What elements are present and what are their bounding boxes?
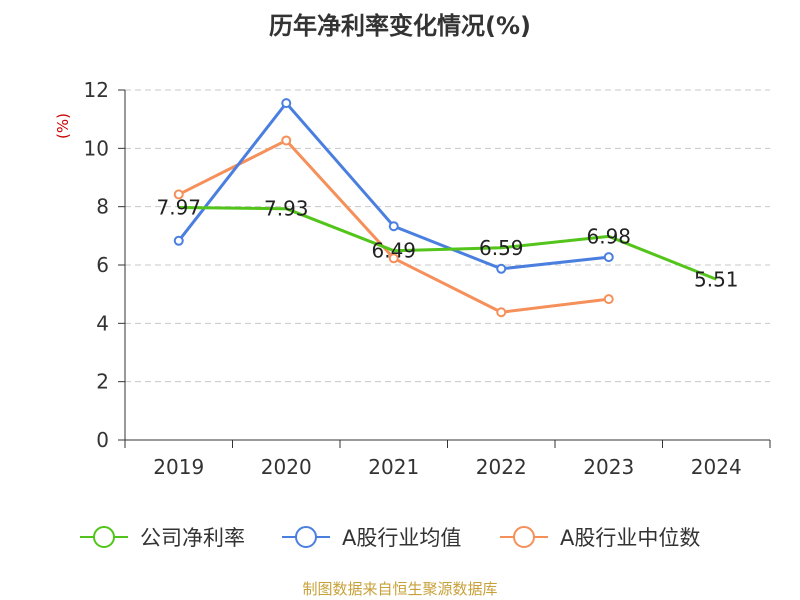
source-note: 制图数据来自恒生聚源数据库 [302,580,497,598]
legend-marker-icon [295,526,317,548]
y-tick-label: 4 [96,311,109,335]
legend-item[interactable]: A股行业均值 [282,526,461,550]
data-point [281,135,292,146]
data-point [603,294,614,305]
legend-marker-icon [513,526,535,548]
data-point [603,252,614,263]
data-label: 6.98 [586,224,631,248]
data-label: 5.51 [694,267,739,291]
series-line [178,206,717,281]
series-industry-median [173,135,614,318]
x-tick-label: 2020 [261,455,312,479]
y-tick-label: 10 [84,136,109,160]
x-tick-label: 2019 [153,455,204,479]
x-tick-label: 2024 [691,455,742,479]
series-lines [173,98,717,318]
legend-label: A股行业中位数 [560,526,700,550]
legend-marker-icon [93,526,115,548]
data-point [496,263,507,274]
y-tick-label: 12 [84,78,109,102]
chart-title: 历年净利率变化情况(%) [269,12,531,40]
data-point [173,189,184,200]
x-tick-label: 2023 [583,455,634,479]
gridlines [125,89,770,383]
data-label: 6.49 [371,239,416,263]
series-company-net-margin [178,206,717,281]
y-axis-unit: (%) [54,113,72,139]
data-label: 7.93 [264,197,309,221]
y-tick-label: 8 [96,195,109,219]
data-label: 6.59 [479,236,524,260]
x-tick-label: 2021 [368,455,419,479]
data-point [496,307,507,318]
data-point [173,235,184,246]
y-tick-label: 0 [96,428,109,452]
data-point [388,221,399,232]
legend-label: 公司净利率 [140,526,245,550]
data-point [388,253,399,264]
data-point [281,98,292,109]
x-axis-ticks: 2019 2020 2021 2022 2023 2024 [124,440,771,479]
legend-item[interactable]: A股行业中位数 [500,526,700,550]
x-tick-label: 2022 [476,455,527,479]
data-label: 7.97 [156,196,201,220]
legend-item[interactable]: 公司净利率 [80,526,245,550]
legend[interactable]: 公司净利率 A股行业均值 A股行业中位数 [80,526,700,550]
y-tick-label: 2 [96,370,109,394]
y-axis-ticks: 0 2 4 6 8 10 12 [84,78,125,452]
series-industry-mean [173,98,614,274]
y-tick-label: 6 [96,253,109,277]
data-labels: 7.97 7.93 6.49 6.59 6.98 5.51 [156,196,738,292]
legend-label: A股行业均值 [342,526,461,550]
